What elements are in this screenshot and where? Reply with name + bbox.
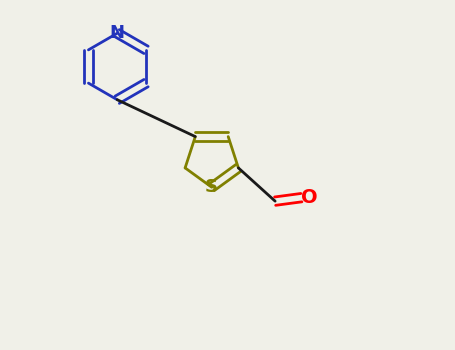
Text: N: N — [110, 24, 125, 42]
Text: S: S — [205, 178, 218, 196]
Text: O: O — [301, 188, 318, 207]
